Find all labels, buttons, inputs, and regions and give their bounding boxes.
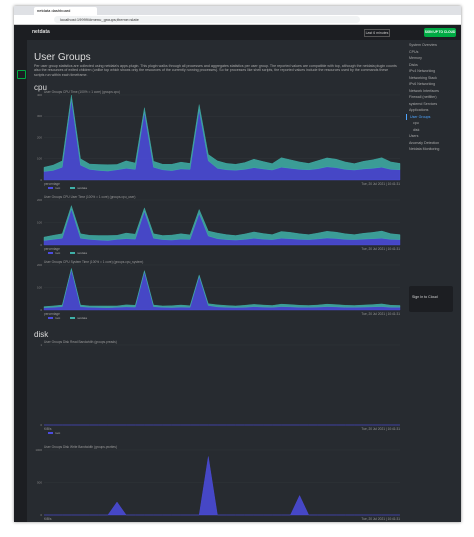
area [43, 94, 401, 172]
menu-item[interactable]: IPv6 Networking [409, 82, 436, 86]
legend-label: netdata [77, 251, 87, 255]
y-tick-label: 200 [37, 135, 42, 139]
area [43, 269, 401, 311]
description: Per user group statistics are collected … [34, 64, 397, 77]
chart-title: User Groups Disk Read Bandwidth (groups.… [44, 340, 117, 344]
menu-item[interactable]: CPUs [409, 49, 419, 54]
brand[interactable]: netdata [32, 29, 50, 35]
y-tick-label: 1000 [35, 448, 42, 452]
cloud-sign-in[interactable]: Sign In to Cloud [412, 295, 438, 299]
right-menu: System Overview CPUs Memory Disks IPv4 Netwo… [406, 42, 461, 153]
y-tick-label: 0 [40, 513, 42, 517]
menu-item[interactable]: User Groups [406, 113, 461, 120]
y-tick-label: 200 [37, 198, 42, 202]
legend-label: root [55, 431, 60, 435]
window: netdata dashboard localhost:19999/#menu_… [14, 6, 461, 522]
area [43, 268, 401, 308]
y-tick-label: 0 [40, 423, 42, 427]
menu-item[interactable]: Netdata Monitoring [409, 147, 440, 151]
legend-swatch [48, 187, 53, 189]
menu-item[interactable]: IPv4 Networking [409, 69, 436, 73]
netdata-header: netdata Last 6 minutes SIGN UP TO CLOUD [14, 25, 461, 40]
legend-swatch [48, 252, 53, 254]
y-tick-label: 0 [40, 243, 42, 247]
left-sidebar [14, 40, 27, 522]
tab-bar: netdata dashboard [14, 6, 461, 15]
chart-title: User Groups CPU System Time (100% = 1 co… [44, 260, 143, 264]
sign-up-button[interactable]: SIGN UP TO CLOUD [424, 28, 456, 37]
y-tick-label: 1 [40, 343, 42, 347]
legend-swatch [48, 317, 53, 319]
menu-item[interactable]: Network Interfaces [409, 88, 439, 93]
y-tick-label: 100 [37, 285, 42, 289]
section-title: cpu [34, 83, 47, 92]
legend-label: root [55, 251, 60, 255]
menu-item[interactable]: disk [413, 127, 420, 132]
menu-item[interactable]: Applications [409, 108, 429, 112]
y-tick-label: 500 [37, 480, 42, 484]
legend-label: root [55, 316, 60, 320]
chart-time: Tue, 20 Jul 2021 | 10:41:31 [361, 182, 400, 186]
chart-time: Tue, 20 Jul 2021 | 10:41:31 [361, 312, 400, 316]
chart-units: percentage [44, 312, 60, 316]
legend-swatch [48, 432, 53, 434]
address-bar[interactable]: localhost:19999/#menu_groups;theme=slate [54, 16, 360, 23]
y-tick-label: 0 [40, 308, 42, 312]
legend-label: root [55, 186, 60, 190]
legend-label: root [55, 521, 60, 522]
y-tick-label: 0 [40, 178, 42, 182]
legend-label: netdata [77, 316, 87, 320]
legend-swatch [70, 187, 75, 189]
menu-item[interactable]: System Overview [409, 43, 437, 47]
menu-item[interactable]: Memory [409, 56, 422, 60]
menu-item[interactable]: Networking Stack [409, 75, 437, 80]
chart-time: Tue, 20 Jul 2021 | 10:41:31 [361, 247, 400, 251]
legend-swatch [70, 317, 75, 319]
chart-units: percentage [44, 247, 60, 251]
y-tick-label: 300 [37, 114, 42, 118]
area [43, 204, 401, 241]
period-picker[interactable]: Last 6 minutes [364, 29, 390, 37]
section-title: disk [34, 330, 49, 339]
menu-item[interactable]: Anomaly Detection [409, 140, 440, 145]
area [44, 456, 400, 516]
toolbar: localhost:19999/#menu_groups;theme=slate [14, 15, 461, 25]
chart-time: Tue, 20 Jul 2021 | 10:41:31 [361, 517, 400, 521]
chart-units: KiB/s [44, 517, 52, 521]
legend-label: netdata [77, 186, 87, 190]
menu-item[interactable]: Firewall (netfilter) [409, 95, 437, 99]
chart-units: percentage [44, 182, 60, 186]
menu-item[interactable]: Disks [409, 62, 418, 67]
chart-title: User Groups CPU User Time (100% = 1 core… [44, 195, 136, 199]
chart-title: User Groups Disk Write Bandwidth (groups… [44, 445, 117, 449]
y-tick-label: 400 [37, 93, 42, 97]
menu-item[interactable]: systemd Services [409, 101, 438, 106]
cloud-box: Sign In to Cloud [409, 286, 453, 312]
y-tick-label: 200 [37, 263, 42, 267]
tab[interactable]: netdata dashboard [34, 7, 97, 15]
space-icon[interactable] [17, 70, 26, 79]
chart-time: Tue, 20 Jul 2021 | 10:41:31 [361, 427, 400, 431]
chart-title: User Groups CPU Time (100% = 1 core) (gr… [44, 90, 120, 94]
chart-units: KiB/s [44, 427, 52, 431]
y-tick-label: 100 [37, 157, 42, 161]
y-tick-label: 100 [37, 220, 42, 224]
legend-swatch [70, 252, 75, 254]
page-title: User Groups [34, 52, 91, 63]
menu-item[interactable]: cpu [413, 121, 419, 125]
menu-item[interactable]: Users [409, 134, 419, 138]
